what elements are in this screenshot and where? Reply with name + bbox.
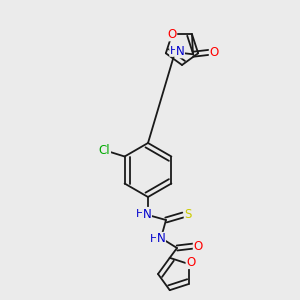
- Text: Cl: Cl: [99, 144, 110, 157]
- Text: H: H: [136, 209, 144, 219]
- Text: S: S: [184, 208, 192, 220]
- Text: O: O: [167, 28, 177, 41]
- Text: O: O: [209, 46, 219, 59]
- Text: H: H: [170, 46, 178, 56]
- Text: H: H: [150, 234, 158, 244]
- Text: N: N: [176, 45, 184, 58]
- Text: N: N: [157, 232, 165, 245]
- Text: O: O: [186, 256, 195, 268]
- Text: N: N: [142, 208, 152, 220]
- Text: O: O: [194, 239, 202, 253]
